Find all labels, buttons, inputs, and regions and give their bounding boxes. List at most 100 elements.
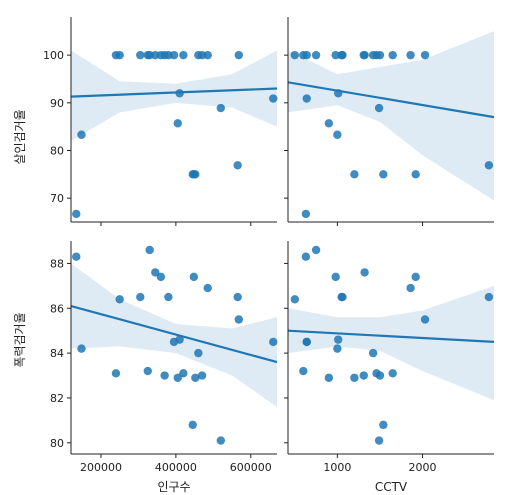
- data-point-r1-c0-6: [145, 245, 154, 255]
- y-tick-label-r0-c0-3: 100: [43, 49, 64, 62]
- data-point-r0-c1-19: [359, 50, 368, 60]
- data-point-r1-c1-5: [299, 366, 308, 376]
- data-point-r1-c1-18: [368, 348, 378, 358]
- data-point-r1-c0-13: [175, 335, 184, 344]
- confidence-band-r0-c0: [71, 50, 277, 141]
- data-point-r1-c0-1: [77, 344, 86, 353]
- data-point-r1-c1-12: [324, 373, 334, 382]
- data-point-r0-c1-1: [333, 130, 342, 139]
- data-point-r1-c1-9: [375, 371, 385, 380]
- regression-line-r0-c0: [70, 87, 278, 98]
- data-point-r1-c1-19: [359, 371, 368, 380]
- data-point-r1-c0-7: [151, 268, 160, 277]
- y-axis-label-row-0: 살인검거율: [13, 109, 27, 164]
- data-point-r0-c1-14: [388, 50, 397, 60]
- data-point-r1-c0-2: [111, 369, 121, 378]
- data-point-r0-c1-18: [368, 50, 378, 60]
- data-point-r0-c1-6: [311, 50, 321, 60]
- data-point-r1-c1-16: [411, 272, 420, 282]
- data-point-r1-c0-12: [173, 373, 182, 382]
- data-point-r0-c1-12: [324, 119, 334, 128]
- data-point-r0-c1-24: [302, 94, 311, 103]
- data-point-r1-c0-21: [216, 436, 226, 445]
- data-point-r0-c1-15: [379, 170, 388, 179]
- data-point-r0-c1-8: [331, 50, 340, 60]
- data-point-r1-c0-9: [160, 371, 169, 380]
- data-point-r1-c1-1: [333, 344, 342, 353]
- data-point-r1-c0-17: [191, 373, 200, 382]
- y-tick-label-r0-c0-1: 80: [50, 144, 64, 157]
- data-point-r0-c0-20: [203, 50, 212, 60]
- data-point-r0-c1-23: [420, 50, 430, 60]
- y-tick-label-r0-c0-2: 90: [50, 97, 64, 110]
- data-point-r1-c1-17: [350, 373, 359, 382]
- y-tick-label-r1-c0-2: 84: [50, 347, 64, 360]
- data-point-r0-c1-22: [484, 161, 494, 170]
- data-point-r0-c0-0: [72, 209, 81, 219]
- data-point-r0-c0-14: [179, 50, 188, 60]
- data-point-r1-c0-22: [233, 292, 242, 302]
- data-point-r0-c1-21: [374, 103, 384, 113]
- data-point-r0-c1-3: [290, 50, 300, 60]
- data-point-r0-c1-10: [337, 50, 346, 60]
- y-axis-label-row-1: 폭력검거율: [13, 312, 27, 367]
- data-point-r1-c0-14: [179, 369, 188, 378]
- x-tick-label-r1-c0-2: 600000: [230, 461, 272, 474]
- data-point-r1-c1-10: [337, 292, 346, 302]
- data-point-r1-c0-15: [188, 420, 197, 430]
- data-point-r1-c1-3: [290, 295, 300, 304]
- data-point-r0-c0-3: [115, 50, 124, 60]
- data-point-r1-c0-4: [136, 292, 145, 302]
- x-tick-label-r1-c0-0: 200000: [80, 461, 122, 474]
- data-point-r0-c0-23: [234, 50, 243, 60]
- data-point-r1-c0-8: [156, 272, 166, 282]
- data-point-r0-c1-9: [375, 50, 385, 60]
- data-point-r1-c0-19: [197, 371, 207, 380]
- y-tick-label-r1-c0-1: 82: [50, 392, 64, 405]
- data-point-r1-c1-14: [388, 369, 397, 378]
- data-point-r1-c1-7: [360, 268, 369, 277]
- data-point-r0-c0-24: [269, 94, 278, 103]
- data-point-r0-c0-12: [173, 119, 182, 128]
- data-point-r1-c0-5: [143, 366, 152, 376]
- data-point-r1-c0-10: [164, 292, 173, 302]
- confidence-band-r0-c1: [288, 31, 494, 201]
- data-point-r1-c0-18: [194, 348, 203, 358]
- data-point-r0-c0-22: [233, 161, 242, 170]
- data-point-r1-c1-22: [484, 292, 494, 302]
- regression-line-r0-c1: [287, 81, 495, 119]
- data-point-r0-c1-16: [411, 170, 420, 179]
- data-point-r0-c0-4: [136, 50, 145, 60]
- data-point-r1-c1-20: [406, 283, 415, 293]
- data-point-r1-c1-6: [311, 245, 321, 255]
- data-point-r1-c0-23: [234, 315, 243, 324]
- data-point-r1-c1-13: [334, 335, 343, 344]
- x-tick-label-r1-c1-0: 1000: [323, 461, 351, 474]
- data-point-r1-c0-24: [269, 337, 278, 347]
- data-point-r1-c0-3: [115, 295, 124, 304]
- x-axis-label-col-0: 인구수: [157, 480, 190, 494]
- data-point-r1-c0-16: [189, 272, 199, 282]
- data-point-r0-c0-1: [77, 130, 86, 139]
- data-point-r0-c1-0: [301, 209, 311, 219]
- y-tick-label-r1-c0-0: 80: [50, 437, 64, 450]
- data-point-r1-c1-21: [374, 436, 384, 445]
- x-tick-label-r1-c1-1: 2000: [408, 461, 436, 474]
- confidence-band-r1-c1: [288, 285, 494, 401]
- data-point-r0-c1-17: [350, 170, 359, 179]
- data-point-r0-c0-17: [191, 170, 200, 179]
- y-tick-label-r1-c0-3: 86: [50, 302, 64, 315]
- data-point-r1-c1-8: [331, 272, 340, 282]
- data-point-r1-c1-24: [302, 337, 311, 347]
- x-tick-label-r1-c0-1: 400000: [155, 461, 197, 474]
- x-axis-label-col-1: CCTV: [375, 480, 408, 494]
- data-point-r1-c1-23: [420, 315, 430, 324]
- data-point-r0-c0-21: [216, 103, 226, 113]
- data-point-r0-c1-11: [302, 50, 311, 60]
- data-point-r1-c1-0: [301, 252, 311, 261]
- regression-line-r1-c0: [70, 304, 278, 364]
- data-point-r0-c1-20: [406, 50, 415, 60]
- data-point-r1-c0-0: [72, 252, 81, 261]
- data-point-r1-c0-20: [203, 283, 212, 293]
